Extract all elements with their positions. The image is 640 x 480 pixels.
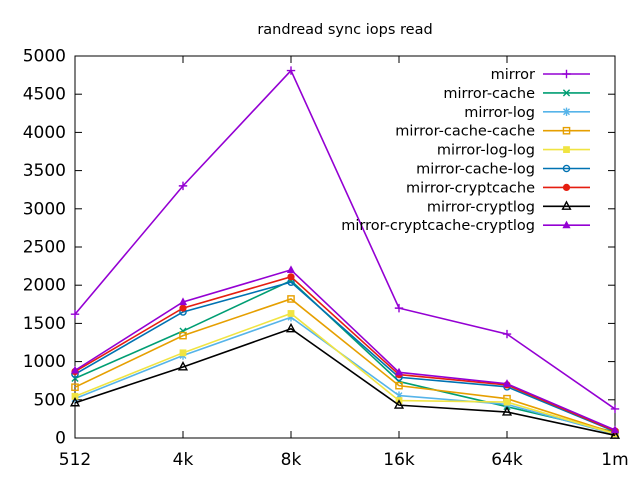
asterisk-marker-icon xyxy=(563,107,570,116)
legend-label: mirror xyxy=(491,67,535,83)
series-mirror-cryptcache-cryptlog xyxy=(70,265,620,434)
plus-marker-icon xyxy=(286,66,296,75)
triangle-filled-marker-icon xyxy=(286,265,296,274)
legend-label: mirror-cryptcache-cryptlog xyxy=(341,218,535,234)
triangle-filled-marker-icon xyxy=(70,365,80,374)
y-tick-label: 1500 xyxy=(23,314,66,334)
square-open-marker-icon xyxy=(395,381,403,390)
legend-entry: mirror-log-log xyxy=(437,143,590,159)
circle-filled-marker-icon xyxy=(562,183,571,191)
square-filled-marker-icon xyxy=(179,349,187,357)
plus-marker-icon xyxy=(70,310,80,319)
series-mirror-cryptlog xyxy=(69,322,621,439)
series-line xyxy=(74,298,616,435)
x-tick-label: 4k xyxy=(173,450,194,470)
triangle-filled-marker-icon xyxy=(394,367,404,376)
plus-marker-icon xyxy=(178,181,188,191)
square-filled-marker-icon xyxy=(563,146,570,153)
series-line xyxy=(74,327,616,437)
x-tick-label: 512 xyxy=(59,450,91,470)
square-filled-marker-icon xyxy=(503,398,511,406)
triangle-filled-marker-icon xyxy=(610,425,620,434)
legend-entry: mirror-cryptcache xyxy=(406,180,590,196)
square-filled-marker-icon xyxy=(71,392,79,400)
y-tick-label: 1000 xyxy=(23,352,66,372)
x-tick-label: 16k xyxy=(383,450,415,470)
square-filled-marker-icon xyxy=(287,310,295,317)
y-tick-label: 2500 xyxy=(23,238,66,258)
y-tick-label: 5000 xyxy=(23,47,66,67)
legend-entry: mirror-cryptcache-cryptlog xyxy=(341,218,590,234)
series-line xyxy=(74,269,616,431)
square-open-marker-icon xyxy=(71,383,79,391)
triangle-filled-marker-icon xyxy=(562,220,571,229)
legend-label: mirror-log-log xyxy=(437,143,535,159)
x-tick-label: 1m xyxy=(601,450,628,470)
times-marker-icon xyxy=(562,89,571,97)
square-open-marker-icon xyxy=(562,126,571,135)
series-line xyxy=(74,279,616,433)
series-line xyxy=(74,69,616,410)
legend-label: mirror-cache xyxy=(443,86,535,102)
triangle-open-marker-icon xyxy=(561,200,572,210)
series-line xyxy=(74,275,616,432)
circle-filled-marker-icon xyxy=(287,273,295,281)
legend-entry: mirror-cache-log xyxy=(416,162,590,178)
chart-title: randread sync iops read xyxy=(257,22,432,38)
plus-marker-icon xyxy=(610,404,620,414)
legend-label: mirror-cache-log xyxy=(416,162,535,178)
x-tick-label: 64k xyxy=(491,450,523,470)
y-tick-label: 500 xyxy=(34,390,66,410)
legend-label: mirror-log xyxy=(464,105,535,121)
y-tick-label: 4000 xyxy=(23,123,66,143)
legend-entry: mirror-cache xyxy=(443,86,590,102)
triangle-filled-marker-icon xyxy=(502,379,512,387)
triangle-open-marker-icon xyxy=(501,406,513,416)
square-open-marker-icon xyxy=(287,295,295,303)
plus-marker-icon xyxy=(562,69,571,79)
legend-entry: mirror xyxy=(491,67,590,83)
legend-entry: mirror-log xyxy=(464,105,590,121)
legend: mirror mirror-cache mirror-log mirror-cache… xyxy=(341,67,590,234)
series-mirror-cache-cache xyxy=(71,295,619,438)
circle-open-marker-icon xyxy=(562,164,571,173)
legend-label: mirror-cryptlog xyxy=(427,199,535,215)
plus-marker-icon xyxy=(394,303,404,313)
y-tick-label: 3000 xyxy=(23,199,66,219)
legend-entry: mirror-cryptlog xyxy=(427,199,590,215)
triangle-open-marker-icon xyxy=(177,361,189,371)
series-line xyxy=(74,312,616,435)
legend-label: mirror-cache-cache xyxy=(395,124,535,140)
series-line xyxy=(74,281,616,433)
y-tick-label: 2000 xyxy=(23,276,66,296)
triangle-open-marker-icon xyxy=(69,396,81,407)
y-tick-label: 4500 xyxy=(23,85,66,105)
triangle-open-marker-icon xyxy=(609,429,621,439)
plus-marker-icon xyxy=(502,329,512,339)
square-open-marker-icon xyxy=(179,331,187,340)
legend-label: mirror-cryptcache xyxy=(406,180,535,196)
legend-entry: mirror-cache-cache xyxy=(395,124,590,140)
y-tick-label: 0 xyxy=(55,429,66,449)
circle-filled-marker-icon xyxy=(179,304,187,312)
series-mirror xyxy=(70,66,620,414)
y-tick-label: 3500 xyxy=(23,161,66,181)
triangle-filled-marker-icon xyxy=(178,297,188,306)
x-tick-label: 8k xyxy=(281,450,302,470)
triangle-open-marker-icon xyxy=(285,322,297,333)
triangle-open-marker-icon xyxy=(393,399,405,409)
